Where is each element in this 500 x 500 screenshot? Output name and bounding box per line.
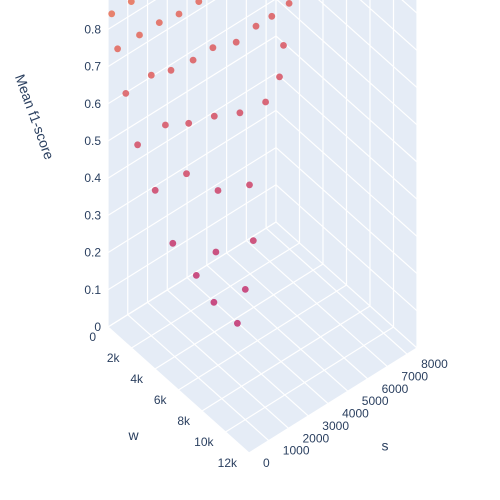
x-tick-label: 1000 [283, 444, 310, 458]
data-point[interactable] [134, 141, 142, 149]
data-point[interactable] [249, 237, 257, 245]
data-point[interactable] [246, 181, 253, 189]
grid-lines [107, 0, 418, 454]
grid-z-back [107, 221, 277, 328]
grid-w-floor [154, 263, 324, 370]
x-tick-label: 4000 [342, 407, 369, 421]
data-point[interactable] [195, 0, 203, 5]
grid-z-side [275, 184, 418, 312]
z-tick-label: 0.6 [84, 97, 101, 111]
x-tick-label: 0 [263, 456, 270, 470]
grid-z-back [107, 35, 277, 142]
grid-z-side [275, 109, 418, 237]
data-point[interactable] [276, 73, 283, 81]
z-tick-label: 0.2 [84, 246, 101, 260]
data-point[interactable] [212, 248, 220, 256]
grid-z-side [275, 147, 418, 275]
data-point[interactable] [155, 19, 163, 26]
grid-w-floor [201, 305, 371, 412]
x-tick-label: 6000 [382, 382, 409, 396]
x-tick-label: 5000 [362, 394, 389, 408]
grid-z-back [107, 184, 277, 291]
grid-z-side [276, 0, 418, 126]
data-point[interactable] [189, 56, 197, 64]
grid-z-side [275, 221, 418, 349]
data-point[interactable] [192, 272, 200, 279]
data-point[interactable] [241, 286, 249, 293]
grid-z-side [275, 72, 418, 200]
grid-w-floor [131, 242, 300, 349]
x-tick-label: 2000 [303, 431, 330, 445]
y-axis-title: w [127, 427, 139, 443]
y-tick-label: 10k [194, 435, 214, 449]
z-tick-label: 0.3 [84, 208, 101, 222]
data-point[interactable] [262, 98, 269, 106]
data-point[interactable] [232, 38, 240, 46]
y-tick-label: 4k [130, 372, 144, 386]
z-tick-label: 0 [94, 320, 101, 334]
grid-z-back [107, 72, 277, 179]
grid-w-floor [178, 284, 347, 391]
z-tick-label: 0.8 [84, 22, 101, 36]
grid-z-back [107, 0, 157, 30]
data-point[interactable] [108, 10, 116, 18]
data-point[interactable] [214, 187, 222, 194]
y-tick-label: 2k [107, 351, 121, 365]
data-point[interactable] [136, 31, 143, 39]
data-point[interactable] [127, 0, 135, 5]
y-tick-label: 8k [177, 414, 191, 428]
grid-z-back [107, 147, 277, 254]
data-point[interactable] [114, 45, 121, 53]
data-point[interactable] [280, 42, 287, 49]
data-point[interactable] [185, 119, 193, 127]
x-tick-label: 7000 [401, 370, 428, 384]
data-point[interactable] [122, 90, 130, 97]
data-point[interactable] [147, 71, 155, 79]
data-point[interactable] [167, 66, 175, 74]
grid-z-side [318, 0, 418, 89]
grid-z-side [359, 0, 418, 51]
grid-z-back [107, 109, 277, 216]
x-tick-label: 3000 [322, 419, 349, 433]
axis-panes [108, 0, 417, 453]
data-point[interactable] [268, 12, 276, 20]
data-point[interactable] [210, 298, 218, 306]
y-tick-label: 12k [218, 456, 238, 470]
data-point[interactable] [209, 44, 217, 52]
grid-z-back [107, 0, 216, 68]
grid-z-back [107, 0, 276, 105]
z-tick-label: 0.5 [84, 134, 101, 148]
grid-z-side [275, 35, 418, 163]
data-point[interactable] [234, 319, 241, 327]
z-axis-title: Mean f1-score [12, 72, 58, 162]
data-point[interactable] [285, 0, 293, 7]
data-point[interactable] [175, 10, 183, 18]
x-axis-title: s [382, 438, 389, 454]
data-point[interactable] [162, 121, 169, 129]
z-tick-label: 0.7 [84, 60, 101, 74]
data-point[interactable] [252, 22, 260, 30]
data-points [108, 0, 293, 327]
grid-w-floor [225, 326, 394, 433]
data-point[interactable] [236, 109, 244, 117]
z-tick-label: 0.4 [84, 171, 101, 185]
data-point[interactable] [151, 186, 159, 194]
z-tick-label: 0.1 [84, 283, 101, 297]
y-tick-label: 6k [154, 393, 168, 407]
grid-w-floor [248, 347, 418, 454]
data-point[interactable] [183, 170, 190, 178]
data-point[interactable] [210, 112, 218, 120]
data-point[interactable] [169, 239, 177, 247]
y-tick-label: 0 [89, 330, 96, 344]
x-tick-label: 8000 [421, 357, 448, 371]
